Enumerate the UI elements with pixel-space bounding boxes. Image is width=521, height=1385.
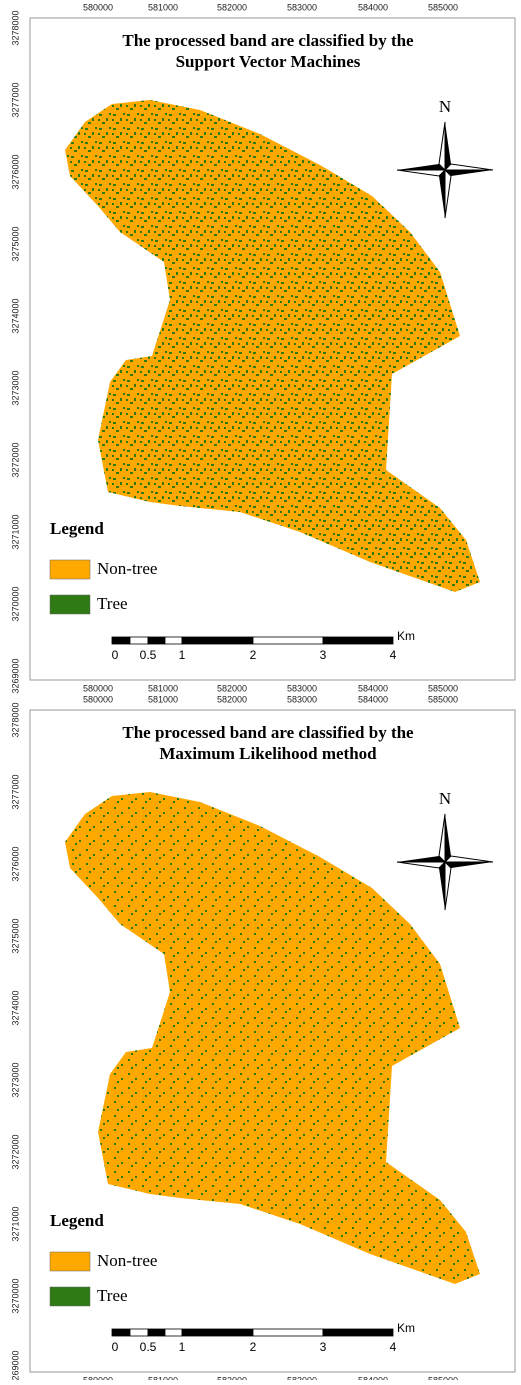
x-coordinate-label: 580000 — [83, 2, 113, 12]
y-coordinate-label: 3271000 — [10, 514, 20, 549]
scale-label: 0.5 — [140, 1340, 157, 1354]
x-coordinate-label: 583000 — [287, 694, 317, 704]
y-coordinate-label: 3276000 — [10, 154, 20, 189]
y-coordinate-label: 3277000 — [10, 82, 20, 117]
scale-label: 0 — [112, 1340, 119, 1354]
y-coordinate-label: 3269000 — [10, 1350, 20, 1380]
legend-label: Tree — [97, 1286, 128, 1305]
scale-segment — [165, 1329, 182, 1336]
y-coordinate-label: 3278000 — [10, 10, 20, 45]
north-label: N — [439, 789, 451, 808]
map-title: The processed band are classified by the — [122, 31, 414, 50]
x-coordinate-label: 580000 — [83, 1375, 113, 1380]
map-panel: 580000 580000 581000 581000 582000 582000 5830… — [10, 2, 515, 693]
scale-segment — [112, 637, 130, 644]
map-title: Maximum Likelihood method — [159, 744, 377, 763]
x-coordinate-label: 582000 — [217, 683, 247, 693]
scale-label: 2 — [250, 648, 257, 662]
y-coordinate-label: 3270000 — [10, 586, 20, 621]
x-coordinate-label: 584000 — [358, 2, 388, 12]
y-coordinate-label: 3278000 — [10, 702, 20, 737]
x-coordinate-label: 585000 — [428, 2, 458, 12]
legend-label: Tree — [97, 594, 128, 613]
y-coordinate-label: 3271000 — [10, 1206, 20, 1241]
scale-label: 4 — [390, 648, 397, 662]
y-coordinate-label: 3275000 — [10, 918, 20, 953]
scale-segment — [253, 637, 323, 644]
x-coordinate-label: 584000 — [358, 683, 388, 693]
x-coordinate-label: 584000 — [358, 1375, 388, 1380]
scale-segment — [148, 637, 165, 644]
x-coordinate-label: 584000 — [358, 694, 388, 704]
scale-label: 0 — [112, 648, 119, 662]
scale-segment — [323, 637, 393, 644]
scale-label: 0.5 — [140, 648, 157, 662]
x-coordinate-label: 583000 — [287, 683, 317, 693]
map-figure: 5800005800005810005810005820005820005830… — [0, 0, 521, 1380]
y-coordinate-label: 3272000 — [10, 442, 20, 477]
map-title: Support Vector Machines — [176, 52, 361, 71]
legend-swatch — [50, 595, 90, 614]
x-coordinate-label: 581000 — [148, 2, 178, 12]
legend-swatch — [50, 1287, 90, 1306]
x-coordinate-label: 585000 — [428, 694, 458, 704]
map-panel: 580000 580000 581000 581000 582000 582000 5830… — [10, 694, 515, 1380]
legend-label: Non-tree — [97, 1251, 157, 1270]
y-coordinate-label: 3270000 — [10, 1278, 20, 1313]
y-coordinate-label: 3273000 — [10, 1062, 20, 1097]
y-coordinate-label: 3275000 — [10, 226, 20, 261]
x-coordinate-label: 580000 — [83, 694, 113, 704]
scale-segment — [148, 1329, 165, 1336]
y-coordinate-label: 3273000 — [10, 370, 20, 405]
x-coordinate-label: 580000 — [83, 683, 113, 693]
y-coordinate-label: 3269000 — [10, 658, 20, 693]
scale-segment — [165, 637, 182, 644]
x-coordinate-label: 582000 — [217, 2, 247, 12]
scale-label: 3 — [320, 648, 327, 662]
scale-unit: Km — [397, 629, 415, 643]
legend-swatch — [50, 1252, 90, 1271]
scale-segment — [112, 1329, 130, 1336]
y-coordinate-label: 3272000 — [10, 1134, 20, 1169]
scale-segment — [130, 1329, 148, 1336]
x-coordinate-label: 585000 — [428, 1375, 458, 1380]
scale-label: 1 — [179, 648, 186, 662]
y-coordinate-label: 3277000 — [10, 774, 20, 809]
scale-label: 1 — [179, 1340, 186, 1354]
north-label: N — [439, 97, 451, 116]
legend-swatch — [50, 560, 90, 579]
scale-segment — [253, 1329, 323, 1336]
x-coordinate-label: 582000 — [217, 1375, 247, 1380]
x-coordinate-label: 583000 — [287, 2, 317, 12]
y-coordinate-label: 3274000 — [10, 298, 20, 333]
scale-label: 3 — [320, 1340, 327, 1354]
y-coordinate-label: 3274000 — [10, 990, 20, 1025]
scale-segment — [130, 637, 148, 644]
legend-title: Legend — [50, 1211, 104, 1230]
x-coordinate-label: 583000 — [287, 1375, 317, 1380]
y-coordinate-label: 3276000 — [10, 846, 20, 881]
x-coordinate-label: 581000 — [148, 683, 178, 693]
scale-segment — [182, 1329, 253, 1336]
legend-title: Legend — [50, 519, 104, 538]
scale-segment — [182, 637, 253, 644]
x-coordinate-label: 582000 — [217, 694, 247, 704]
scale-label: 2 — [250, 1340, 257, 1354]
legend-label: Non-tree — [97, 559, 157, 578]
scale-unit: Km — [397, 1321, 415, 1335]
scale-segment — [323, 1329, 393, 1336]
x-coordinate-label: 585000 — [428, 683, 458, 693]
x-coordinate-label: 581000 — [148, 694, 178, 704]
x-coordinate-label: 581000 — [148, 1375, 178, 1380]
scale-label: 4 — [390, 1340, 397, 1354]
map-title: The processed band are classified by the — [122, 723, 414, 742]
